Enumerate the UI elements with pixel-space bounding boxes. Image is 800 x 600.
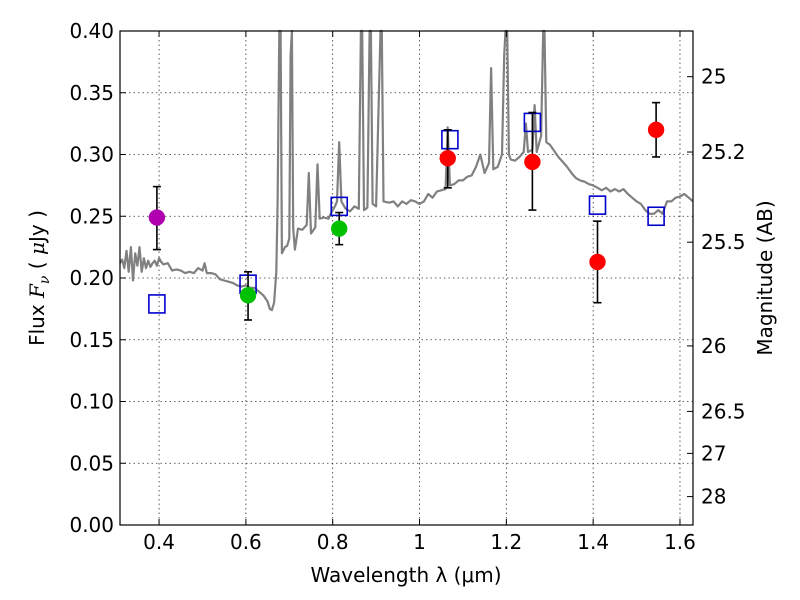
observed-point [524,153,541,171]
data-points [148,101,665,321]
x-tick-label: 0.6 [230,530,262,554]
y-tick-label: 0.00 [69,513,114,537]
y-tick-label: 0.30 [69,143,114,167]
y-axis-label-text: Flux [25,298,49,346]
model-spectrum [119,29,694,312]
y-tick-label: 0.15 [69,328,114,352]
observed-point [148,209,166,226]
observed-point [239,287,257,304]
model-photometry-square [148,294,166,314]
y-tick-label: 0.10 [69,390,114,414]
x-tick-label: 1.6 [664,530,696,554]
y-tick-label: 0.40 [69,19,114,43]
grid-lines [120,31,693,525]
x-tick-label: 1.4 [577,530,609,554]
mag-tick-label: 25 [701,65,726,89]
mag-tick-label: 25.2 [701,140,746,164]
axis-ticks: 0.4 0.6 0.8 1 1.2 1.4 1.6 0.00 0.05 0.10 0.15 0.20 0… [69,19,745,554]
x-tick-label: 1 [413,530,426,554]
mag-tick-label: 27 [701,441,726,465]
right-axis-label: Magnitude (AB) [753,200,777,355]
mag-tick-label: 25.5 [701,230,746,254]
observed-point [647,121,665,139]
observed-point [589,253,606,271]
observed-point [439,149,456,167]
observed-point [330,220,348,237]
x-tick-label: 1.2 [490,530,522,554]
model-photometry-square [441,129,459,150]
model-photometry-square [647,206,665,227]
y-tick-label: 0.05 [69,451,114,475]
model-photometry-square [588,195,607,215]
y-tick-label: 0.20 [69,266,114,290]
y-axis-label: Flux Fν ( μJy ) [25,210,53,346]
x-tick-label: 0.4 [143,530,175,554]
x-axis-label: Wavelength λ (μm) [310,563,501,587]
mag-tick-label: 26.5 [701,399,746,423]
y-tick-label: 0.35 [69,81,114,105]
mag-tick-label: 28 [701,485,726,509]
y-tick-label: 0.25 [69,204,114,228]
x-tick-label: 0.8 [317,530,349,554]
spectrum-line [119,29,694,312]
mag-tick-label: 26 [701,334,726,358]
